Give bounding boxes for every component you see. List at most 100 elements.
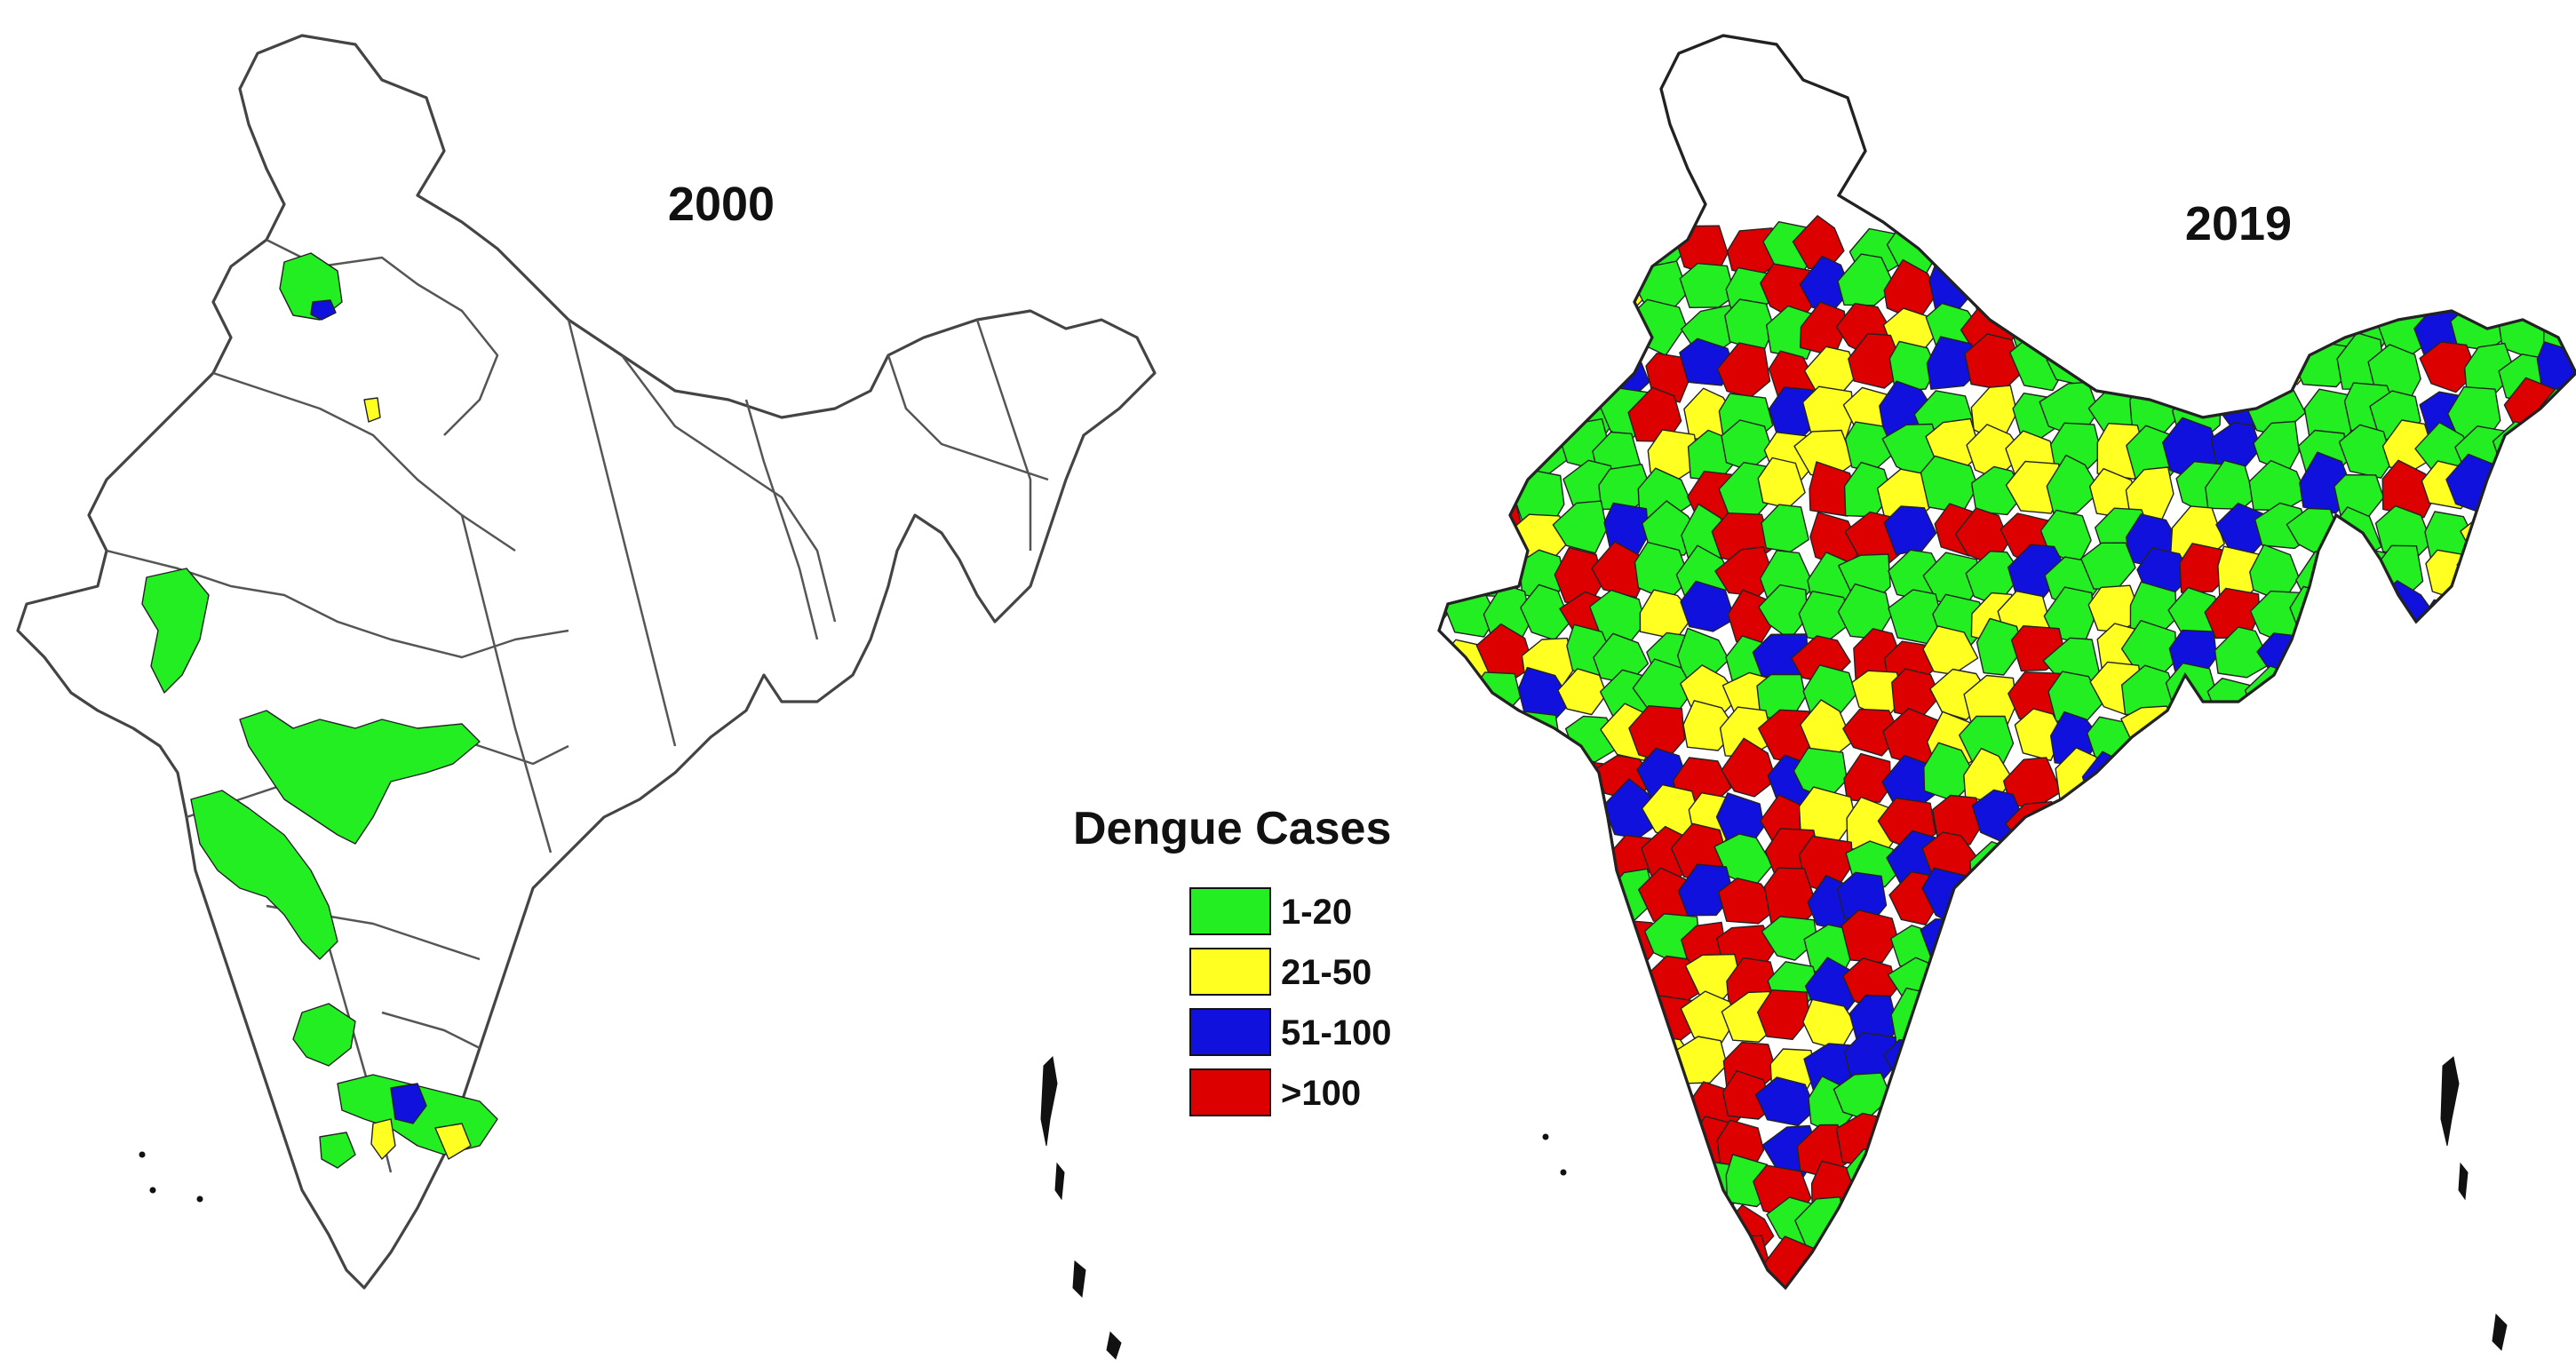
district-2019 xyxy=(2133,294,2182,350)
district-2019 xyxy=(1680,580,1736,632)
district-2019 xyxy=(1638,1208,1691,1259)
state-boundaries-2000 xyxy=(106,238,1049,1173)
district-2019 xyxy=(1476,1197,1530,1250)
district-2019 xyxy=(2297,759,2348,812)
map-title-2019: 2019 xyxy=(2185,197,2292,250)
district-2019 xyxy=(2540,706,2576,760)
district-2019 xyxy=(1439,226,1459,284)
district-2019 xyxy=(2206,1002,2262,1055)
district-2019 xyxy=(2049,997,2103,1044)
district-2019 xyxy=(1875,1195,1936,1252)
district-2019 xyxy=(2122,230,2174,285)
district-2019 xyxy=(2042,226,2097,275)
district-2019 xyxy=(2455,218,2517,281)
district-2019 xyxy=(2453,628,2511,679)
district-2019 xyxy=(2302,1116,2351,1169)
district-2019 xyxy=(2078,1126,2137,1175)
district-2019 xyxy=(2213,300,2271,352)
district-2019 xyxy=(1975,1028,2029,1086)
district-2019 xyxy=(1439,670,1489,724)
district-2019 xyxy=(2090,250,2155,309)
district-2019 xyxy=(2206,1200,2269,1252)
district-2019 xyxy=(1595,1163,1659,1219)
district-2019 xyxy=(1439,755,1499,814)
district-2019 xyxy=(1514,798,1564,851)
district-2019 xyxy=(2244,1084,2304,1141)
district-2019 xyxy=(1931,1244,1984,1288)
district-2019 xyxy=(1439,305,1477,357)
district-2019 xyxy=(2283,1081,2342,1135)
district-2019 xyxy=(1439,230,1484,280)
district-2019 xyxy=(1952,875,2009,931)
district-2019 xyxy=(2255,952,2304,1008)
district-2019 xyxy=(1635,1078,1689,1128)
district-2019 xyxy=(2538,1121,2576,1179)
district-2019 xyxy=(1439,500,1499,558)
district-2019 xyxy=(1964,218,2017,270)
district-2019 xyxy=(2498,553,2556,602)
district-2019 xyxy=(2128,790,2187,848)
district-2019 xyxy=(1754,1076,1817,1127)
district-2019 xyxy=(2047,802,2098,854)
district-2019 xyxy=(2040,1042,2096,1100)
district-2019 xyxy=(1523,957,1574,1009)
district-2019 xyxy=(2208,1115,2265,1174)
district-2019 xyxy=(1927,997,1983,1057)
district-2019 xyxy=(2174,961,2236,1010)
district-2019 xyxy=(2212,1068,2267,1124)
district-2019 xyxy=(2129,1169,2182,1222)
district-2019 xyxy=(2292,720,2347,774)
district-2019 xyxy=(1596,997,1647,1049)
district-2019 xyxy=(2124,881,2175,936)
district-2019 xyxy=(1439,339,1453,398)
district-2019 xyxy=(2460,758,2521,808)
district-2019 xyxy=(1545,335,1604,390)
district-2019 xyxy=(2375,1198,2427,1256)
district-2019 xyxy=(2545,959,2576,1013)
district-2019 xyxy=(1975,1246,2029,1288)
legend-swatch-0 xyxy=(1189,887,1271,935)
district-2019 xyxy=(1439,507,1442,562)
district-2019 xyxy=(1512,1162,1563,1219)
district-2019 xyxy=(1439,1236,1459,1288)
district-2019 xyxy=(2303,1029,2354,1081)
district-2019 xyxy=(2003,1033,2067,1091)
district-2019 xyxy=(1482,1123,1532,1179)
district-2019 xyxy=(1849,1190,1902,1247)
district-2019 xyxy=(1476,1079,1526,1142)
district-2019 xyxy=(1439,872,1443,925)
legend-label-3: >100 xyxy=(1281,1074,1361,1113)
district-2019 xyxy=(2246,1044,2303,1101)
district-2019 xyxy=(1523,393,1578,439)
district-2019 xyxy=(1439,1126,1491,1176)
district-2019 xyxy=(2046,1206,2098,1263)
district-2019 xyxy=(2252,840,2305,889)
district-2019 xyxy=(2455,1075,2509,1124)
district-karnataka xyxy=(292,1003,356,1067)
district-2019 xyxy=(2460,267,2514,324)
district-2019 xyxy=(2530,1150,2576,1207)
district-2019 xyxy=(2008,1005,2063,1056)
district-2019 xyxy=(1468,801,1528,853)
district-2019 xyxy=(1927,1078,1984,1132)
district-2019 xyxy=(1603,1240,1662,1288)
district-2019 xyxy=(2132,340,2181,394)
district-2019 xyxy=(2494,872,2545,928)
district-2019 xyxy=(2493,1121,2548,1179)
district-2019 xyxy=(1757,989,1810,1041)
district-2019 xyxy=(1557,1232,1612,1286)
district-2019 xyxy=(2334,1078,2384,1133)
district-tn-3 xyxy=(434,1123,472,1160)
district-2019 xyxy=(2215,872,2266,921)
district-2019 xyxy=(1439,1199,1483,1250)
district-2019 xyxy=(2119,1237,2180,1288)
district-2019 xyxy=(1546,792,1610,853)
district-2019 xyxy=(2213,704,2276,755)
district-2019 xyxy=(2204,263,2261,316)
district-2019 xyxy=(2046,454,2101,514)
district-2019 xyxy=(1443,786,1496,847)
district-2019 xyxy=(2292,910,2351,961)
district-2019 xyxy=(2335,749,2398,810)
district-2019 xyxy=(1605,1194,1660,1247)
district-2019 xyxy=(2532,866,2576,923)
